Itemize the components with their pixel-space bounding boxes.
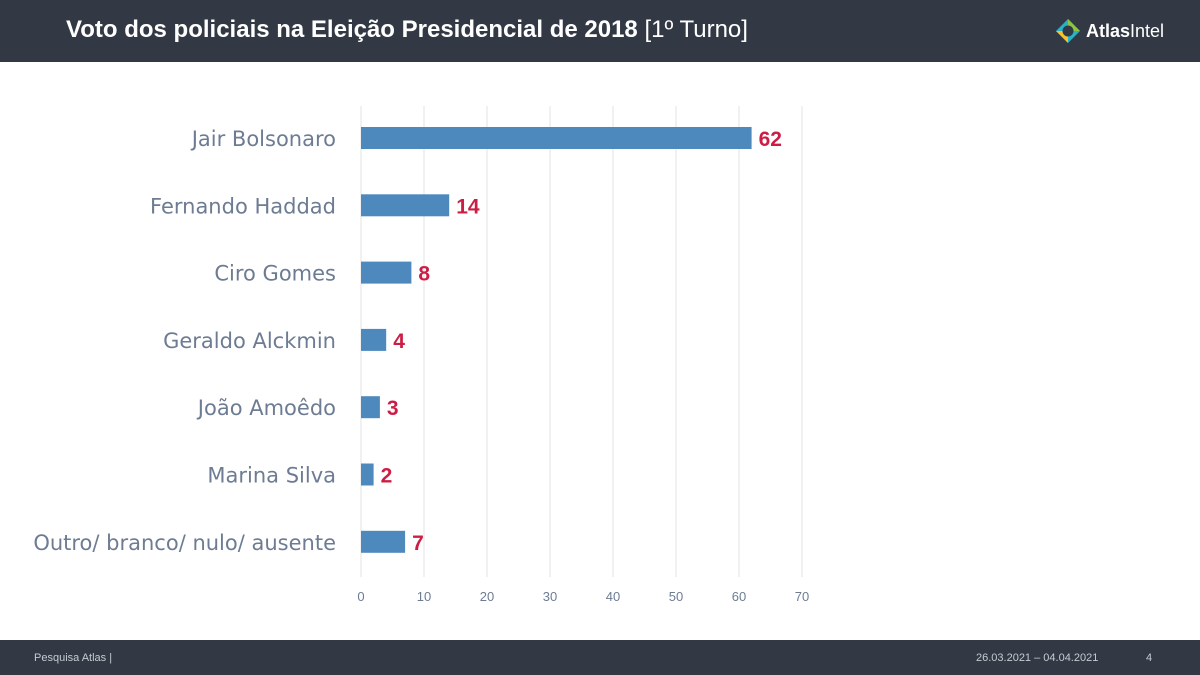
category-label-fernando-haddad: Fernando Haddad [150, 194, 336, 218]
value-label-fernando-haddad: 14 [456, 195, 480, 218]
bar-outro-branco-nulo-ausente [361, 530, 406, 553]
value-label-marina-silva: 2 [381, 465, 393, 488]
footer-dates: 26.03.2021 – 04.04.2021 [976, 652, 1099, 664]
atlasintel-logo: AtlasIntel [1055, 17, 1164, 45]
bar-marina-silva [361, 463, 374, 486]
x-tick-label-50: 50 [669, 589, 683, 604]
x-tick-label-30: 30 [543, 589, 557, 604]
bar-chart: 0 10 20 30 40 50 60 70 Jair Bolsonaro 62 Fernando … [33, 106, 809, 604]
value-label-outro-branco-nulo-ausente: 7 [412, 532, 424, 555]
x-tick-label-10: 10 [417, 589, 431, 604]
category-label-marina-silva: Marina Silva [207, 464, 336, 488]
logo-name-light: Intel [1130, 21, 1165, 41]
value-label-jo-o-amo-do: 3 [387, 397, 399, 420]
value-label-geraldo-alckmin: 4 [393, 330, 405, 353]
title-round: [1º Turno] [644, 16, 748, 43]
bar-fernando-haddad [361, 194, 450, 217]
category-label-geraldo-alckmin: Geraldo Alckmin [163, 329, 336, 353]
title-main: Voto dos policiais na Eleição Presidenci… [66, 16, 638, 43]
bar-jo-o-amo-do [361, 396, 380, 419]
page-title: Voto dos policiais na Eleição Presidenci… [66, 14, 748, 46]
footer-source: Pesquisa Atlas | [34, 652, 113, 664]
logo-name-bold: Atlas [1086, 21, 1131, 41]
bar-jair-bolsonaro [361, 127, 752, 149]
footer-bar: Pesquisa Atlas | 26.03.2021 – 04.04.2021… [0, 640, 1200, 675]
category-label-jo-o-amo-do: João Amoêdo [196, 396, 336, 420]
x-tick-label-70: 70 [795, 589, 809, 604]
category-label-jair-bolsonaro: Jair Bolsonaro [190, 127, 336, 151]
x-tick-label-60: 60 [732, 589, 746, 604]
bar-ciro-gomes [361, 261, 412, 284]
atlas-logo-icon [1056, 19, 1080, 43]
bar-geraldo-alckmin [361, 328, 387, 351]
x-tick-label-40: 40 [606, 589, 620, 604]
category-label-ciro-gomes: Ciro Gomes [214, 262, 336, 286]
page-number: 4 [1146, 652, 1153, 664]
x-tick-label-20: 20 [480, 589, 494, 604]
value-label-jair-bolsonaro: 62 [759, 128, 782, 151]
logo-wordmark: AtlasIntel [1086, 17, 1164, 45]
value-label-ciro-gomes: 8 [418, 263, 430, 286]
x-tick-label-0: 0 [357, 589, 364, 604]
header-bar: Voto dos policiais na Eleição Presidenci… [0, 0, 1200, 62]
category-label-outro-branco-nulo-ausente: Outro/ branco/ nulo/ ausente [33, 531, 336, 555]
